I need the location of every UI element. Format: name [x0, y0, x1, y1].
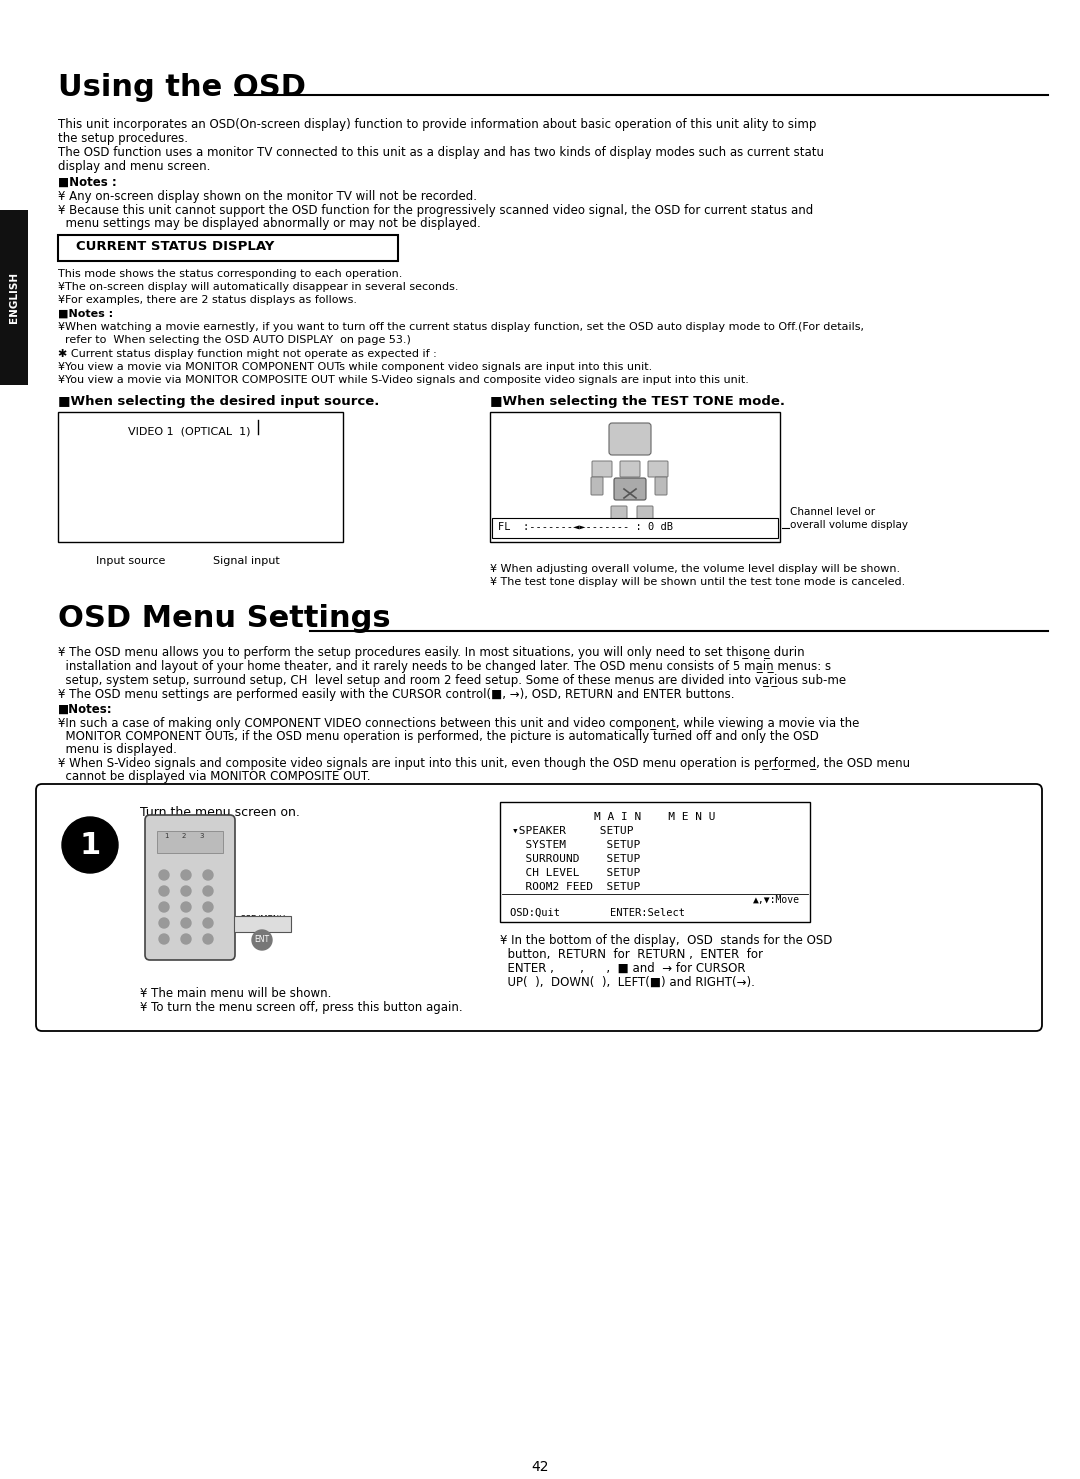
Text: display and menu screen.: display and menu screen.: [58, 160, 211, 173]
Text: ¥For examples, there are 2 status displays as follows.: ¥For examples, there are 2 status displa…: [58, 294, 357, 305]
Text: MONITOR COMPONENT OUTs, if the OSD menu operation is performed, the picture is a: MONITOR COMPONENT OUTs, if the OSD menu …: [58, 731, 819, 742]
Text: SURROUND    SETUP: SURROUND SETUP: [512, 853, 640, 864]
FancyBboxPatch shape: [648, 461, 669, 478]
Text: UP(  ),  DOWN(  ),  LEFT(■) and RIGHT(→).: UP( ), DOWN( ), LEFT(■) and RIGHT(→).: [500, 976, 755, 989]
Text: ¥ To turn the menu screen off, press this button again.: ¥ To turn the menu screen off, press thi…: [140, 1001, 462, 1015]
Text: ¥ In the bottom of the display,  OSD  stands for the OSD: ¥ In the bottom of the display, OSD stan…: [500, 935, 833, 947]
Text: ■When selecting the desired input source.: ■When selecting the desired input source…: [58, 395, 379, 408]
Text: ¥ Any on-screen display shown on the monitor TV will not be recorded.: ¥ Any on-screen display shown on the mon…: [58, 189, 477, 203]
Text: ✱ Current status display function might not operate as expected if :: ✱ Current status display function might …: [58, 349, 436, 359]
Text: 1: 1: [164, 833, 168, 839]
Bar: [0, 210, 28, 385]
Text: CURRENT STATUS DISPLAY: CURRENT STATUS DISPLAY: [76, 240, 274, 253]
Circle shape: [181, 935, 191, 944]
Text: Using the OSD: Using the OSD: [58, 72, 306, 102]
Circle shape: [252, 930, 272, 950]
Text: menu settings may be displayed abnormally or may not be displayed.: menu settings may be displayed abnormall…: [58, 217, 481, 231]
Text: CH LEVEL    SETUP: CH LEVEL SETUP: [512, 868, 640, 879]
Circle shape: [159, 886, 168, 896]
Text: ¥In such a case of making only COMPONENT VIDEO connections between this unit and: ¥In such a case of making only COMPONENT…: [58, 717, 860, 731]
Text: FL  :-------◄►------- : 0 dB: FL :-------◄►------- : 0 dB: [498, 522, 673, 532]
Circle shape: [203, 918, 213, 927]
Text: ¥When watching a movie earnestly, if you want to turn off the current status dis: ¥When watching a movie earnestly, if you…: [58, 322, 864, 331]
Circle shape: [203, 935, 213, 944]
Text: Channel level or: Channel level or: [789, 507, 875, 518]
Text: 2: 2: [181, 833, 186, 839]
Text: The OSD function uses a monitor TV connected to this unit as a display and has t: The OSD function uses a monitor TV conne…: [58, 146, 824, 160]
Text: This mode shows the status corresponding to each operation.: This mode shows the status corresponding…: [58, 269, 403, 280]
Circle shape: [181, 902, 191, 913]
FancyBboxPatch shape: [637, 506, 653, 521]
Text: SYSTEM      SETUP: SYSTEM SETUP: [512, 840, 640, 850]
FancyBboxPatch shape: [609, 423, 651, 456]
Text: ¥You view a movie via MONITOR COMPONENT OUTs while component video signals are i: ¥You view a movie via MONITOR COMPONENT …: [58, 362, 652, 373]
Circle shape: [181, 870, 191, 880]
FancyBboxPatch shape: [654, 478, 667, 495]
FancyBboxPatch shape: [157, 831, 222, 853]
Text: button,  RETURN  for  RETURN ,  ENTER  for: button, RETURN for RETURN , ENTER for: [500, 948, 762, 961]
FancyBboxPatch shape: [620, 461, 640, 478]
Circle shape: [159, 918, 168, 927]
Text: ▾SPEAKER     SETUP: ▾SPEAKER SETUP: [512, 825, 634, 836]
FancyBboxPatch shape: [611, 506, 627, 521]
Text: Input source: Input source: [96, 556, 165, 566]
Circle shape: [62, 816, 118, 873]
Circle shape: [181, 886, 191, 896]
Text: VIDEO 1  (OPTICAL  1): VIDEO 1 (OPTICAL 1): [129, 426, 251, 436]
Text: ¥ The main menu will be shown.: ¥ The main menu will be shown.: [140, 986, 332, 1000]
Circle shape: [181, 918, 191, 927]
Text: ■When selecting the TEST TONE mode.: ■When selecting the TEST TONE mode.: [490, 395, 785, 408]
Text: installation and layout of your home theater, and it rarely needs to be changed : installation and layout of your home the…: [58, 660, 832, 673]
Text: ¥ The OSD menu settings are performed easily with the CURSOR control(■, →), OSD,: ¥ The OSD menu settings are performed ea…: [58, 688, 734, 701]
Text: OSD:Quit        ENTER:Select: OSD:Quit ENTER:Select: [510, 908, 685, 918]
Bar: [490, 413, 780, 541]
Text: M A I N    M E N U: M A I N M E N U: [594, 812, 716, 822]
Text: ENT: ENT: [255, 936, 270, 945]
FancyBboxPatch shape: [234, 916, 291, 932]
Bar: [58, 235, 399, 260]
Text: ¥ Because this unit cannot support the OSD function for the progressively scanne: ¥ Because this unit cannot support the O…: [58, 204, 813, 217]
Circle shape: [159, 902, 168, 913]
FancyBboxPatch shape: [36, 784, 1042, 1031]
Text: 1: 1: [79, 831, 100, 859]
Circle shape: [159, 935, 168, 944]
Text: ¥ The OSD menu allows you to perform the setup procedures easily. In most situat: ¥ The OSD menu allows you to perform the…: [58, 646, 805, 660]
Text: ¥ When S-Video signals and composite video signals are input into this unit, eve: ¥ When S-Video signals and composite vid…: [58, 757, 910, 771]
Bar: [58, 413, 343, 541]
FancyBboxPatch shape: [592, 461, 612, 478]
Text: ■Notes :: ■Notes :: [58, 309, 113, 319]
Text: setup, system setup, surround setup, CH  level setup and room 2 feed setup. Some: setup, system setup, surround setup, CH …: [58, 674, 846, 688]
Text: ¥ The test tone display will be shown until the test tone mode is canceled.: ¥ The test tone display will be shown un…: [490, 577, 905, 587]
FancyBboxPatch shape: [615, 478, 646, 500]
Text: OSD Menu Settings: OSD Menu Settings: [58, 603, 391, 633]
Circle shape: [203, 902, 213, 913]
Text: 42: 42: [531, 1460, 549, 1475]
Text: ■Notes:: ■Notes:: [58, 703, 112, 716]
Text: menu is displayed.: menu is displayed.: [58, 742, 177, 756]
Circle shape: [203, 886, 213, 896]
Text: ROOM2 FEED  SETUP: ROOM2 FEED SETUP: [512, 881, 640, 892]
Text: overall volume display: overall volume display: [789, 521, 908, 529]
Text: ▲,▼:Move: ▲,▼:Move: [753, 895, 800, 905]
Text: Signal input: Signal input: [213, 556, 280, 566]
Bar: [500, 802, 810, 921]
Text: the setup procedures.: the setup procedures.: [58, 132, 188, 145]
Text: ENTER ,       ,      ,  ■ and  → for CURSOR: ENTER , , , ■ and → for CURSOR: [500, 961, 745, 975]
FancyBboxPatch shape: [591, 478, 603, 495]
Text: cannot be displayed via MONITOR COMPOSITE OUT.: cannot be displayed via MONITOR COMPOSIT…: [58, 771, 370, 782]
Text: Turn the menu screen on.: Turn the menu screen on.: [140, 806, 300, 819]
Circle shape: [159, 870, 168, 880]
Text: 3: 3: [200, 833, 204, 839]
Text: This unit incorporates an OSD(On-screen display) function to provide information: This unit incorporates an OSD(On-screen …: [58, 118, 816, 132]
Text: refer to  When selecting the OSD AUTO DISPLAY  on page 53.): refer to When selecting the OSD AUTO DIS…: [58, 336, 410, 345]
Text: ¥The on-screen display will automatically disappear in several seconds.: ¥The on-screen display will automaticall…: [58, 282, 459, 291]
FancyBboxPatch shape: [145, 815, 235, 960]
Circle shape: [203, 870, 213, 880]
Text: ■Notes :: ■Notes :: [58, 176, 117, 189]
Text: ¥ When adjusting overall volume, the volume level display will be shown.: ¥ When adjusting overall volume, the vol…: [490, 563, 900, 574]
Bar: [492, 518, 778, 538]
Text: ENGLISH: ENGLISH: [9, 272, 19, 322]
Text: ¥You view a movie via MONITOR COMPOSITE OUT while S-Video signals and composite : ¥You view a movie via MONITOR COMPOSITE …: [58, 376, 748, 385]
Text: OSD/MENU: OSD/MENU: [239, 914, 285, 923]
